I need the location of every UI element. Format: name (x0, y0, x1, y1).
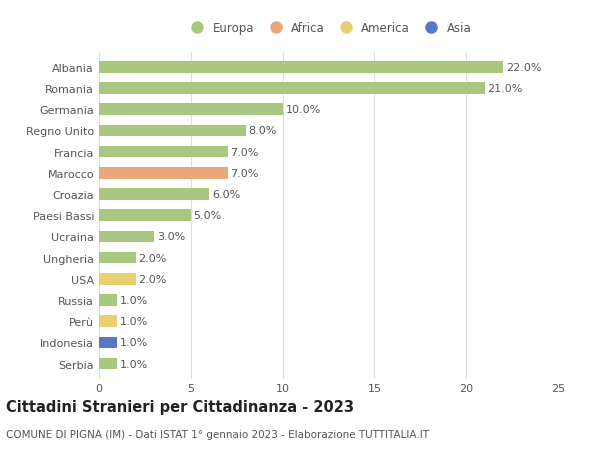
Text: COMUNE DI PIGNA (IM) - Dati ISTAT 1° gennaio 2023 - Elaborazione TUTTITALIA.IT: COMUNE DI PIGNA (IM) - Dati ISTAT 1° gen… (6, 429, 429, 439)
Text: 10.0%: 10.0% (286, 105, 320, 115)
Bar (99, 210, 191, 222)
Bar (99, 104, 283, 116)
Text: 22.0%: 22.0% (506, 62, 541, 73)
Bar (99, 231, 154, 243)
Text: 7.0%: 7.0% (230, 168, 259, 179)
Text: 3.0%: 3.0% (157, 232, 185, 242)
Bar (99, 337, 118, 348)
Text: 1.0%: 1.0% (120, 359, 148, 369)
Bar (99, 316, 118, 327)
Bar (99, 295, 118, 306)
Text: 6.0%: 6.0% (212, 190, 240, 200)
Bar (99, 125, 246, 137)
Bar (99, 358, 118, 369)
Bar (99, 146, 227, 158)
Bar (99, 83, 485, 95)
Text: 7.0%: 7.0% (230, 147, 259, 157)
Legend: Europa, Africa, America, Asia: Europa, Africa, America, Asia (183, 20, 474, 37)
Text: 2.0%: 2.0% (139, 253, 167, 263)
Bar (99, 189, 209, 201)
Text: Cittadini Stranieri per Cittadinanza - 2023: Cittadini Stranieri per Cittadinanza - 2… (6, 399, 354, 414)
Text: 21.0%: 21.0% (487, 84, 523, 94)
Text: 5.0%: 5.0% (194, 211, 222, 221)
Text: 2.0%: 2.0% (139, 274, 167, 284)
Bar (99, 62, 503, 73)
Bar (99, 168, 227, 179)
Text: 8.0%: 8.0% (248, 126, 277, 136)
Bar (99, 274, 136, 285)
Bar (99, 252, 136, 264)
Text: 1.0%: 1.0% (120, 296, 148, 305)
Text: 1.0%: 1.0% (120, 338, 148, 347)
Text: 1.0%: 1.0% (120, 317, 148, 326)
